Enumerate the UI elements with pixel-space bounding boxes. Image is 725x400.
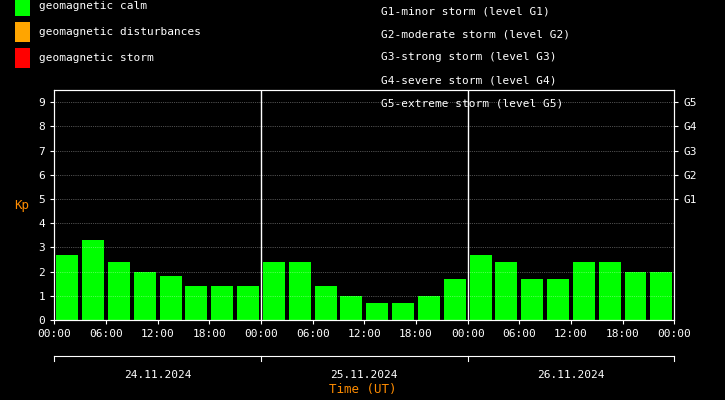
Bar [315,286,336,320]
Bar [108,262,130,320]
Bar [263,262,285,320]
Bar [495,262,518,320]
Bar [392,303,414,320]
Text: 24.11.2024: 24.11.2024 [124,370,191,380]
Bar [366,303,388,320]
Text: geomagnetic storm: geomagnetic storm [39,53,154,63]
Text: G5-extreme storm (level G5): G5-extreme storm (level G5) [381,99,563,109]
Y-axis label: Kp: Kp [14,198,30,212]
Bar [186,286,207,320]
Bar [341,296,362,320]
Bar [599,262,621,320]
Text: G2-moderate storm (level G2): G2-moderate storm (level G2) [381,29,570,39]
Bar [134,272,156,320]
Text: geomagnetic calm: geomagnetic calm [39,1,147,11]
Bar [547,279,569,320]
Text: G1-minor storm (level G1): G1-minor storm (level G1) [381,6,550,16]
Text: 26.11.2024: 26.11.2024 [537,370,605,380]
Bar [211,286,233,320]
Bar [418,296,440,320]
Bar [573,262,594,320]
Text: G3-strong storm (level G3): G3-strong storm (level G3) [381,52,556,62]
Bar [237,286,259,320]
Bar [82,240,104,320]
Bar [289,262,311,320]
Text: G4-severe storm (level G4): G4-severe storm (level G4) [381,76,556,86]
Bar [521,279,543,320]
Bar [444,279,465,320]
Text: 25.11.2024: 25.11.2024 [331,370,398,380]
Text: Time (UT): Time (UT) [328,383,397,396]
Bar [160,276,181,320]
Text: geomagnetic disturbances: geomagnetic disturbances [39,27,201,37]
Bar [650,272,672,320]
Bar [470,255,492,320]
Bar [624,272,647,320]
Bar [57,255,78,320]
